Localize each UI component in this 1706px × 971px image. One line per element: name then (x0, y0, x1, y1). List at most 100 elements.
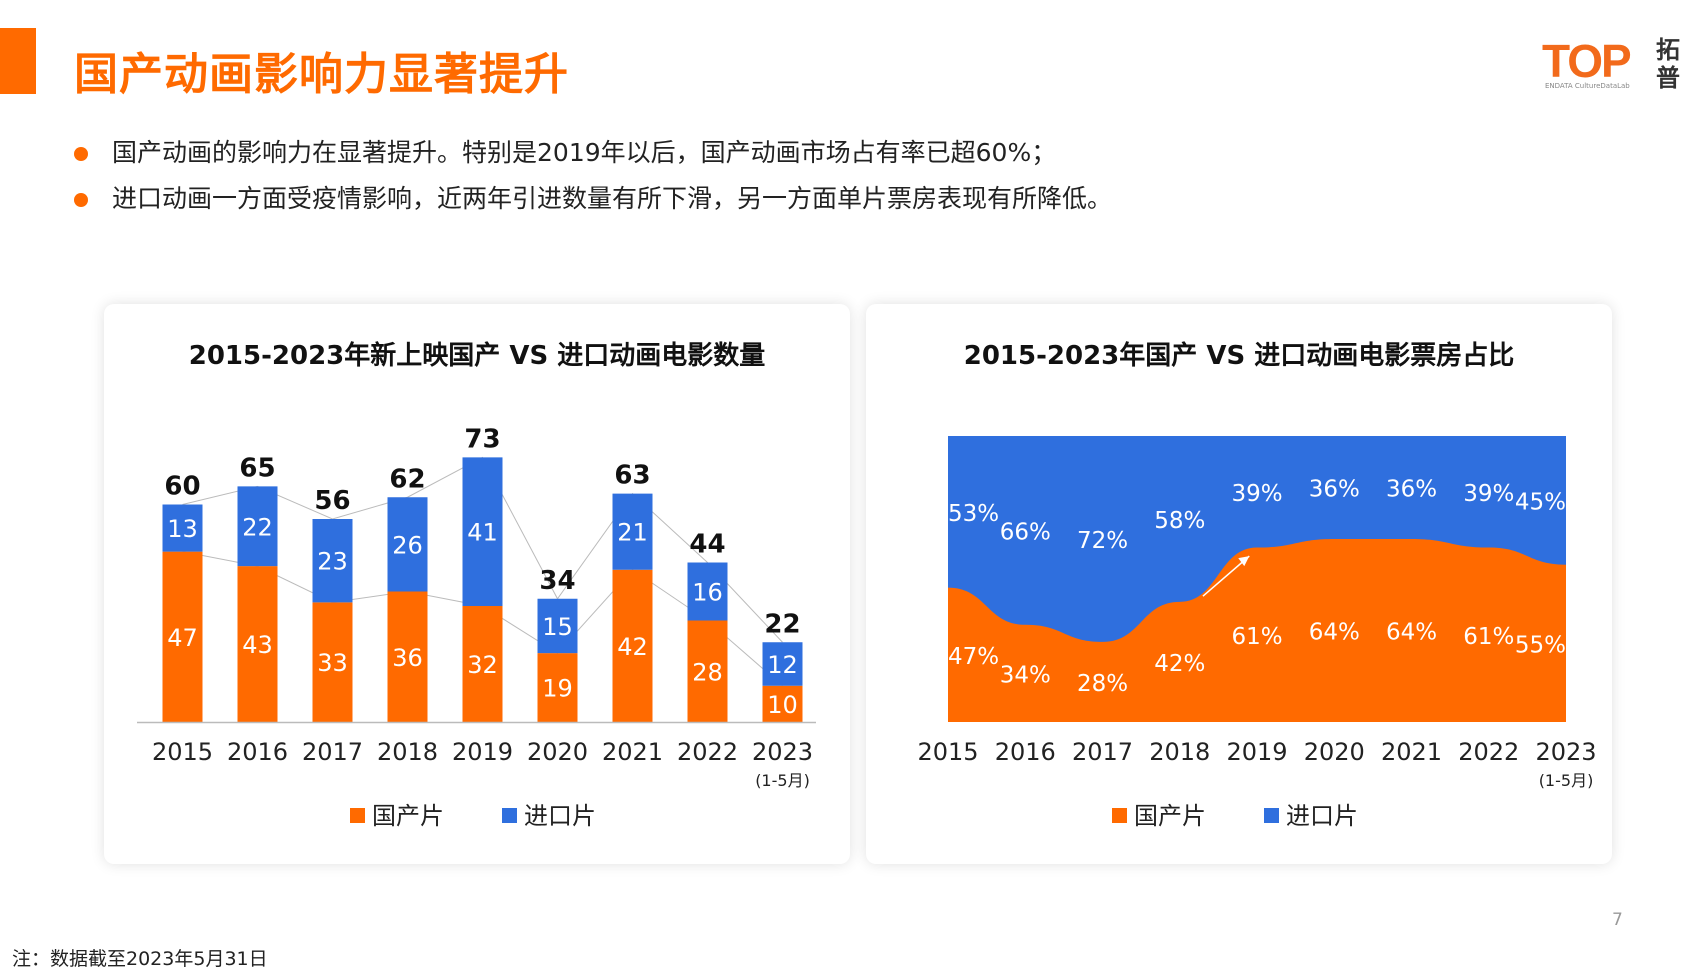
bullet-item: 进口动画一方面受疫情影响，近两年引进数量有所下滑，另一方面单片票房表现有所降低。 (72, 176, 1112, 222)
data-label-imported: 36% (1386, 476, 1437, 502)
data-label-imported: 26 (392, 531, 423, 559)
chart-title: 2015-2023年国产 VS 进口动画电影票房占比 (964, 340, 1514, 371)
data-label-domestic: 61% (1463, 624, 1514, 650)
x-tick-label: 2020 (1304, 738, 1365, 766)
x-tick-label: 2022 (1458, 738, 1519, 766)
bar-imported (237, 486, 278, 567)
data-label-total: 22 (764, 609, 800, 639)
data-label-domestic: 61% (1231, 624, 1282, 650)
data-label-domestic: 32 (467, 651, 498, 679)
data-label-total: 63 (614, 461, 650, 491)
bar-imported (687, 562, 728, 621)
bullet-text: 进口动画一方面受疫情影响，近两年引进数量有所下滑，另一方面单片票房表现有所降低。 (112, 184, 1113, 213)
x-tick-label: 2015 (917, 738, 978, 766)
summary-bullets: 国产动画的影响力在显著提升。特别是2019年以后，国产动画市场占有率已超60%；… (72, 130, 1112, 222)
data-label-domestic: 42% (1154, 651, 1205, 677)
bar-domestic (237, 566, 278, 722)
bar-imported (312, 519, 353, 603)
data-label-imported: 13 (167, 515, 198, 543)
legend-label-domestic: 国产片 (1134, 802, 1206, 830)
bar-domestic (612, 569, 653, 722)
data-label-domestic: 64% (1386, 619, 1437, 645)
brand-logo-subtitle: ENDATA CultureDataLab (1545, 82, 1630, 90)
brand-logo: TOP (1542, 35, 1632, 87)
data-label-total: 65 (239, 453, 275, 483)
brand-logo-chinese: 拓普 (1656, 36, 1680, 92)
x-tick-label: 2022 (677, 738, 738, 766)
chart-title: 2015-2023年新上映国产 VS 进口动画电影数量 (189, 340, 765, 371)
x-tick-label: 2015 (152, 738, 213, 766)
bar-imported (462, 457, 503, 606)
x-tick-label: 2023 (1535, 738, 1596, 766)
data-label-total: 44 (689, 530, 725, 560)
bullet-dot-icon (74, 147, 88, 161)
data-label-imported: 58% (1154, 508, 1205, 534)
count-bar-chart: 2015-2023年新上映国产 VS 进口动画电影数量 47 13 60 2015 43 2… (137, 340, 816, 830)
data-label-domestic: 19 (542, 675, 573, 703)
bullet-dot-icon (74, 193, 88, 207)
data-label-total: 34 (539, 566, 575, 596)
x-tick-note: (1-5月) (1539, 771, 1594, 790)
footnote: 注：数据截至2023年5月31日 (12, 948, 268, 970)
data-label-imported: 36% (1309, 476, 1360, 502)
data-label-imported: 53% (948, 501, 999, 527)
x-tick-label: 2016 (995, 738, 1056, 766)
x-tick-label: 2016 (227, 738, 288, 766)
share-chart-card: 2015-2023年国产 VS 进口动画电影票房占比 47% 53% 2015 34% 6… (866, 304, 1612, 864)
legend-label-domestic: 国产片 (372, 802, 444, 830)
data-label-domestic: 28% (1077, 671, 1128, 697)
x-tick-label: 2021 (1381, 738, 1442, 766)
count-chart-card: 2015-2023年新上映国产 VS 进口动画电影数量 47 13 60 2015 43 2… (104, 304, 850, 864)
bar-imported (612, 493, 653, 570)
legend-label-imported: 进口片 (524, 802, 596, 830)
page-number: 7 (1612, 910, 1623, 930)
x-tick-label: 2019 (452, 738, 513, 766)
data-label-total: 56 (314, 486, 350, 516)
x-tick-label: 2018 (1149, 738, 1210, 766)
legend-swatch-domestic (350, 808, 365, 823)
data-label-total: 62 (389, 464, 425, 494)
x-tick-label: 2020 (527, 738, 588, 766)
data-label-imported: 23 (317, 548, 348, 576)
data-label-domestic: 43 (242, 631, 273, 659)
bar-imported (537, 598, 578, 654)
trend-arrow (1202, 555, 1250, 597)
data-label-domestic: 36 (392, 644, 423, 672)
bar-domestic (162, 551, 203, 722)
area-domestic (948, 538, 1566, 722)
bar-domestic (312, 602, 353, 722)
legend-swatch-imported (502, 808, 517, 823)
data-label-imported: 22 (242, 513, 273, 541)
data-label-imported: 72% (1077, 528, 1128, 554)
data-label-domestic: 34% (1000, 662, 1051, 688)
data-label-imported: 39% (1463, 481, 1514, 507)
data-label-domestic: 64% (1309, 619, 1360, 645)
legend-swatch-domestic (1112, 808, 1127, 823)
bar-imported (387, 497, 428, 592)
data-label-imported: 66% (1000, 519, 1051, 545)
data-label-imported: 16 (692, 579, 723, 607)
legend-label-imported: 进口片 (1286, 802, 1358, 830)
bar-domestic (687, 620, 728, 722)
bar-imported (762, 642, 803, 686)
bar-domestic (762, 685, 803, 722)
x-tick-label: 2017 (302, 738, 363, 766)
x-tick-label: 2018 (377, 738, 438, 766)
legend-swatch-imported (1264, 808, 1279, 823)
x-tick-label: 2021 (602, 738, 663, 766)
data-label-domestic: 47 (167, 624, 198, 652)
x-tick-label: 2023 (752, 738, 813, 766)
data-label-domestic: 10 (767, 691, 798, 719)
bar-domestic (537, 653, 578, 722)
bar-imported (162, 504, 203, 552)
x-tick-label: 2019 (1226, 738, 1287, 766)
page-title: 国产动画影响力显著提升 (74, 49, 569, 100)
data-label-domestic: 47% (948, 644, 999, 670)
data-label-imported: 15 (542, 613, 573, 641)
share-area-chart: 2015-2023年国产 VS 进口动画电影票房占比 47% 53% 2015 34% 6… (917, 340, 1596, 830)
data-label-imported: 41 (467, 519, 498, 547)
data-label-total: 60 (164, 472, 200, 502)
bullet-item: 国产动画的影响力在显著提升。特别是2019年以后，国产动画市场占有率已超60%； (72, 130, 1112, 176)
data-label-domestic: 55% (1515, 632, 1566, 658)
data-label-imported: 21 (617, 519, 648, 547)
